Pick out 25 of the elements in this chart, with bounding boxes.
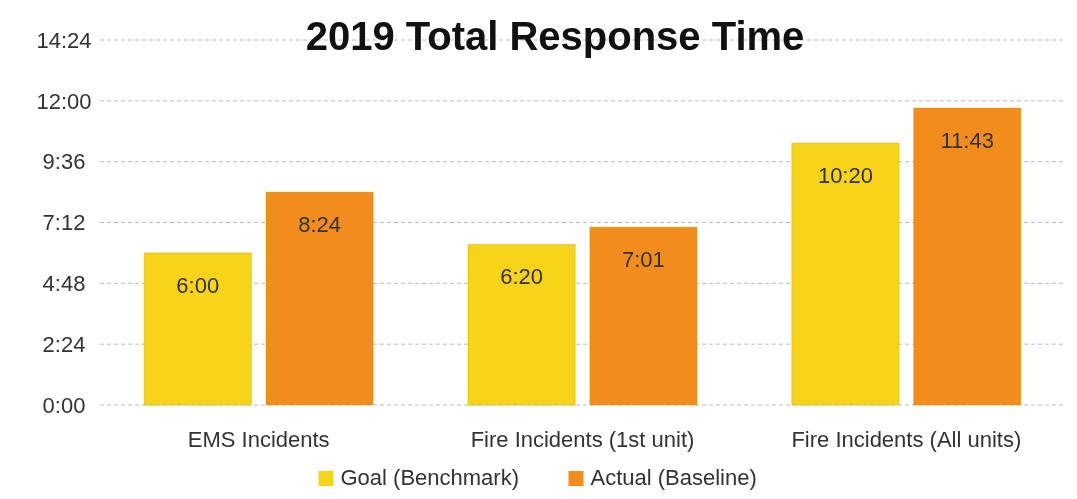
bar	[589, 226, 698, 406]
data-label: 11:43	[940, 128, 994, 154]
y-tick-label: 7:12	[42, 210, 86, 236]
bar	[143, 252, 252, 406]
data-label: 6:20	[500, 264, 544, 290]
bar	[467, 243, 576, 406]
y-tick-label: 14:24	[36, 27, 92, 53]
x-tick-label: Fire Incidents (1st unit)	[470, 427, 695, 452]
y-tick-label: 4:48	[42, 271, 86, 297]
y-tick-label: 2:24	[42, 331, 86, 357]
bar	[791, 142, 900, 406]
data-label: 10:20	[817, 163, 873, 189]
legend-label: Actual (Baseline)	[590, 465, 757, 490]
data-label: 8:24	[298, 212, 341, 238]
legend-label: Goal (Benchmark)	[340, 465, 520, 490]
data-label: 7:01	[621, 247, 665, 273]
bar	[913, 107, 1022, 406]
data-label: 6:00	[176, 272, 220, 298]
x-tick-label: Fire Incidents (All units)	[791, 427, 1022, 452]
x-tick-label: EMS Incidents	[187, 427, 330, 452]
y-tick-label: 9:36	[42, 149, 86, 175]
chart-title: 2019 Total Response Time	[305, 14, 805, 58]
y-tick-label: 12:00	[36, 88, 92, 114]
bar	[265, 191, 374, 406]
y-tick-label: 0:00	[42, 392, 86, 418]
